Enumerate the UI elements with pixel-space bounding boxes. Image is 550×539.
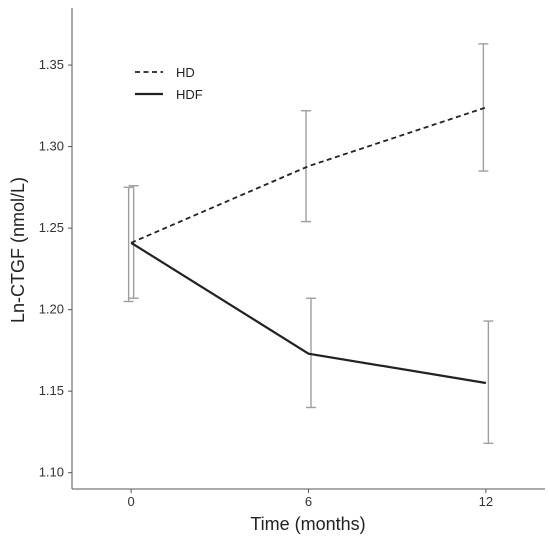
y-axis-title: Ln-CTGF (nmol/L) xyxy=(8,177,28,323)
legend-label-hdf: HDF xyxy=(176,87,203,102)
y-tick-label: 1.20 xyxy=(39,302,64,317)
error-bar-hd xyxy=(123,186,134,303)
series-lines xyxy=(130,106,487,385)
error-bars xyxy=(123,43,494,445)
series-line-hd xyxy=(130,106,487,244)
series-line-hdf xyxy=(130,241,487,385)
y-tick-label: 1.25 xyxy=(39,220,64,235)
x-ticks: 0 6 12 xyxy=(128,489,493,509)
x-tick-label: 6 xyxy=(305,494,312,509)
x-axis-title: Time (months) xyxy=(250,514,365,534)
x-tick-label: 0 xyxy=(128,494,135,509)
y-tick-label: 1.10 xyxy=(39,465,64,480)
y-tick-label: 1.35 xyxy=(39,57,64,72)
legend: HD HDF xyxy=(135,65,203,102)
y-tick-label: 1.30 xyxy=(39,139,64,154)
y-ticks: 1.10 1.15 1.20 1.25 1.30 1.35 xyxy=(39,57,72,480)
error-bar-hdf xyxy=(483,320,494,445)
y-tick-label: 1.15 xyxy=(39,383,64,398)
error-bar-hdf xyxy=(306,297,316,409)
error-bar-hd xyxy=(301,110,311,223)
x-tick-label: 12 xyxy=(479,494,493,509)
axes xyxy=(71,8,545,490)
legend-label-hd: HD xyxy=(176,65,195,80)
